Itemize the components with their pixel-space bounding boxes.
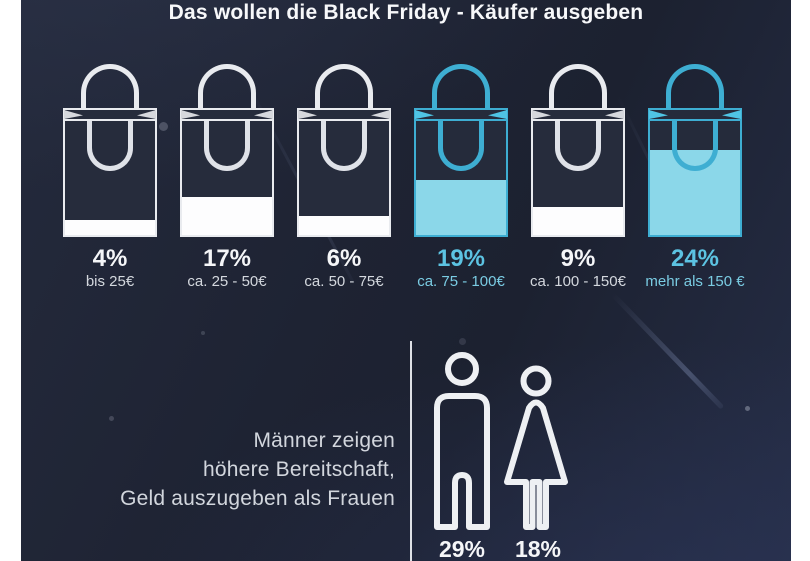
- bag-range-label: ca. 100 - 150€: [530, 273, 626, 290]
- bag-fold-triangle: [415, 110, 434, 119]
- bag-group-100-150: 9% ca. 100 - 150€: [530, 64, 626, 290]
- bag-group-bis-25: 4% bis 25€: [63, 64, 157, 290]
- bag-fold-triangle: [532, 110, 551, 119]
- bag-percent-label: 6%: [326, 245, 362, 272]
- bag-inner-handle-icon: [438, 121, 484, 171]
- bag-fold-triangle: [181, 110, 200, 119]
- bag-fill-level: [299, 215, 389, 235]
- bag-range-label: mehr als 150 €: [645, 273, 745, 290]
- bag-fill-level: [182, 197, 272, 235]
- bag-group-mehr-als-150: 24% mehr als 150 €: [645, 64, 745, 290]
- bag-range-label: ca. 50 - 75€: [304, 273, 384, 290]
- shopping-bag-icon: [414, 119, 508, 237]
- infographic-canvas: Das wollen die Black Friday - Käufer aus…: [21, 0, 791, 561]
- bag-group-25-50: 17% ca. 25 - 50€: [180, 64, 274, 290]
- bag-inner-handle-icon: [321, 121, 367, 171]
- bag-range-label: bis 25€: [85, 273, 135, 290]
- decorative-dot: [201, 331, 205, 335]
- page-title: Das wollen die Black Friday - Käufer aus…: [168, 1, 644, 24]
- bag-fold-triangle: [137, 110, 156, 119]
- section-divider: [410, 341, 412, 561]
- shopping-bag-icon: [63, 119, 157, 237]
- bag-fold-triangle: [64, 110, 83, 119]
- shopping-bag-cuff: [414, 108, 508, 121]
- shopping-bag-icon: [180, 119, 274, 237]
- bag-fold-triangle: [605, 110, 624, 119]
- bags-row: 4% bis 25€ 17% ca. 25 - 50€: [63, 64, 745, 290]
- bag-fill-level: [416, 180, 506, 235]
- bag-group-50-75: 6% ca. 50 - 75€: [297, 64, 391, 290]
- decorative-dot: [159, 122, 168, 131]
- shopping-bag-cuff: [648, 108, 742, 121]
- shopping-bag-handle-icon: [432, 64, 490, 110]
- bag-percent-label: 4%: [92, 245, 128, 272]
- shopping-bag-icon: [531, 119, 625, 237]
- bag-fold-triangle: [254, 110, 273, 119]
- bag-fold-triangle: [649, 110, 668, 119]
- bag-percent-label: 9%: [560, 245, 596, 272]
- decorative-streak: [610, 292, 725, 410]
- decorative-dot: [109, 416, 114, 421]
- bag-range-label: ca. 25 - 50€: [187, 273, 267, 290]
- gender-note-line: Männer zeigen: [253, 429, 395, 452]
- shopping-bag-handle-icon: [666, 64, 724, 110]
- bag-fold-triangle: [371, 110, 390, 119]
- gender-note-line: höhere Bereitschaft,: [203, 458, 395, 481]
- bag-fill-level: [65, 220, 155, 235]
- bag-range-label: ca. 75 - 100€: [417, 273, 505, 290]
- bag-inner-handle-icon: [204, 121, 250, 171]
- bag-inner-handle-icon: [555, 121, 601, 171]
- bag-inner-handle-icon: [672, 121, 718, 171]
- bag-fold-triangle: [298, 110, 317, 119]
- male-percent-label: 29%: [438, 536, 486, 561]
- shopping-bag-handle-icon: [198, 64, 256, 110]
- shopping-bag-icon: [648, 119, 742, 237]
- bag-inner-handle-icon: [87, 121, 133, 171]
- decorative-dot: [459, 338, 466, 345]
- shopping-bag-handle-icon: [549, 64, 607, 110]
- bag-group-75-100: 19% ca. 75 - 100€: [414, 64, 508, 290]
- shopping-bag-cuff: [531, 108, 625, 121]
- bag-percent-label: 24%: [670, 245, 720, 272]
- gender-note: Männer zeigen höhere Bereitschaft, Geld …: [120, 426, 395, 513]
- gender-note-line: Geld auszugeben als Frauen: [120, 487, 395, 510]
- shopping-bag-cuff: [63, 108, 157, 121]
- bag-percent-label: 17%: [202, 245, 252, 272]
- bag-fold-triangle: [722, 110, 741, 119]
- female-figure-icon: [503, 364, 569, 530]
- shopping-bag-handle-icon: [81, 64, 139, 110]
- shopping-bag-cuff: [180, 108, 274, 121]
- bag-fold-triangle: [488, 110, 507, 119]
- female-percent-label: 18%: [514, 536, 562, 561]
- shopping-bag-cuff: [297, 108, 391, 121]
- shopping-bag-icon: [297, 119, 391, 237]
- male-figure-icon: [431, 350, 493, 530]
- decorative-dot: [745, 406, 750, 411]
- bag-percent-label: 19%: [436, 245, 486, 272]
- shopping-bag-handle-icon: [315, 64, 373, 110]
- bag-fill-level: [533, 206, 623, 235]
